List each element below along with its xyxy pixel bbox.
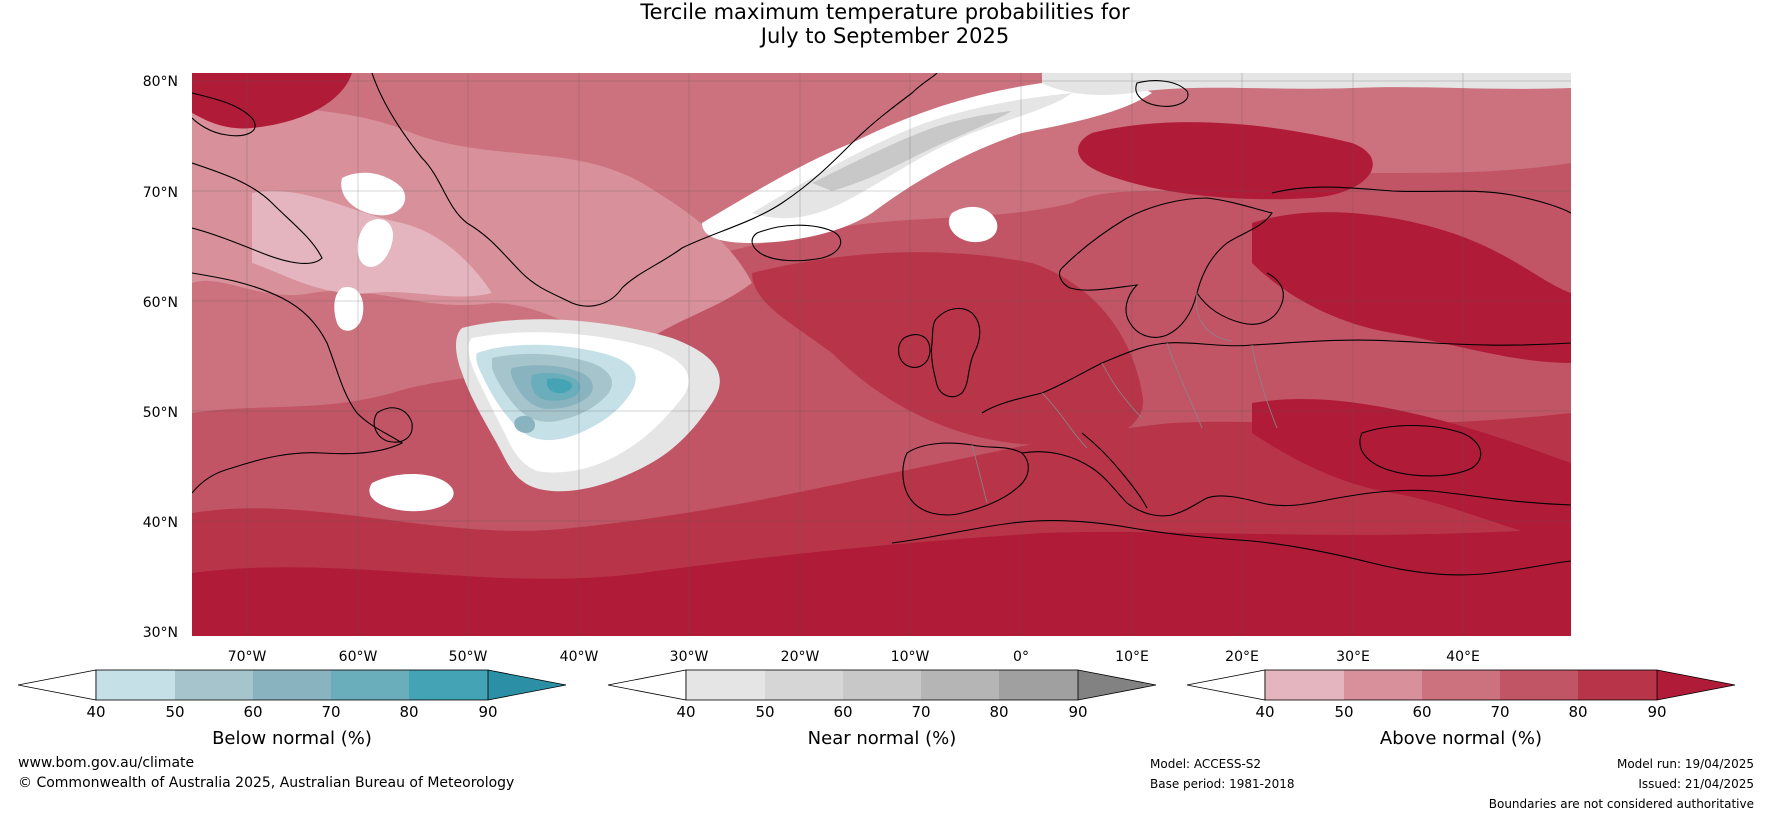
legend-above-colorbar: [1186, 669, 1736, 701]
legend-above-normal: [1186, 668, 1737, 702]
legend-above-swatch-60: [1422, 670, 1500, 700]
legend-below-swatch-60: [253, 670, 331, 700]
legend-below-normal: [17, 668, 568, 702]
model-text: Model: ACCESS-S2: [1150, 757, 1262, 771]
legend-near-swatch-60: [843, 670, 921, 700]
legend-near-swatch-50: [765, 670, 843, 700]
lon-label-10w: 10°W: [890, 649, 930, 665]
region-above-80-atlantic: [752, 252, 1144, 446]
lon-label-50w: 50°W: [448, 649, 488, 665]
lon-label-30w: 30°W: [669, 649, 709, 665]
legend-near-tick-90: 90: [1068, 703, 1088, 721]
legend-above-tick-40: 40: [1255, 703, 1275, 721]
model-run-text: Model run: 19/04/2025: [1616, 757, 1754, 771]
lon-label-70w: 70°W: [227, 649, 267, 665]
legend-above-swatch-gt90: [1657, 670, 1735, 700]
legend-near-swatch-40: [686, 670, 765, 700]
lon-label-30e: 30°E: [1336, 649, 1370, 665]
legend-near-tick-50: 50: [755, 703, 775, 721]
legend-above-swatch-50: [1344, 670, 1422, 700]
legend-above-title: Above normal (%): [1379, 728, 1543, 749]
legend-below-tick-80: 80: [399, 703, 419, 721]
base-period-text: Base period: 1981-2018: [1150, 777, 1295, 791]
legend-near-swatch-lt40: [607, 669, 687, 701]
lon-label-10e: 10°E: [1115, 649, 1149, 665]
map-title: Tercile maximum temperature probabilitie…: [0, 0, 1770, 48]
probability-map[interactable]: [192, 73, 1571, 636]
legend-below-swatch-50: [175, 670, 253, 700]
lat-label-30: 30°N: [142, 625, 178, 641]
title-line-1: Tercile maximum temperature probabilitie…: [640, 0, 1130, 24]
region-above-90-arctic: [192, 73, 352, 129]
legend-below-swatch-70: [331, 670, 409, 700]
legend-near-tick-70: 70: [911, 703, 931, 721]
legend-below-swatch-80: [409, 670, 488, 700]
legend-below-swatch-gt90: [488, 670, 566, 700]
legend-above-swatch-70: [1500, 670, 1578, 700]
graticule: [192, 73, 1571, 636]
lon-label-0: 0°: [1013, 649, 1029, 665]
legend-near-swatch-gt90: [1078, 670, 1156, 700]
lon-label-20e: 20°E: [1225, 649, 1259, 665]
legend-below-swatch-40: [96, 670, 175, 700]
region-above-90-barents: [1078, 122, 1373, 200]
legend-below-tick-40: 40: [86, 703, 106, 721]
legend-below-title: Below normal (%): [212, 728, 372, 749]
lon-label-60w: 60°W: [338, 649, 378, 665]
lat-label-70: 70°N: [142, 185, 178, 201]
legend-below-swatch-lt40: [17, 669, 97, 701]
region-near-labrador-2: [357, 219, 393, 267]
legend-below-tick-60: 60: [243, 703, 263, 721]
region-above-90-europe: [1252, 398, 1571, 543]
region-near-60-corridor: [812, 111, 1012, 191]
region-near-labrador-1: [341, 172, 406, 216]
country-borders: [971, 292, 1278, 504]
title-line-2: July to September 2025: [760, 24, 1010, 48]
legend-above-tick-60: 60: [1412, 703, 1432, 721]
legend-above-tick-90: 90: [1647, 703, 1667, 721]
legend-near-title: Near normal (%): [807, 728, 957, 749]
legend-below-tick-90: 90: [478, 703, 498, 721]
legend-near-colorbar: [607, 669, 1157, 701]
legend-near-tick-40: 40: [676, 703, 696, 721]
region-near-north-strip: [1042, 73, 1571, 95]
legend-above-tick-50: 50: [1334, 703, 1354, 721]
legend-near-tick-60: 60: [833, 703, 853, 721]
region-above-90-scandinavia: [1252, 212, 1571, 363]
lon-label-40w: 40°W: [559, 649, 599, 665]
region-near-iceland-blob: [948, 206, 998, 243]
disclaimer-text: Boundaries are not considered authoritat…: [1488, 797, 1754, 811]
region-above-90-south: [192, 528, 1571, 636]
region-below-80: [547, 378, 573, 394]
legend-above-swatch-lt40: [1186, 669, 1266, 701]
issued-text: Issued: 21/04/2025: [1638, 777, 1754, 791]
legend-above-swatch-80: [1578, 670, 1657, 700]
legend-above-tick-70: 70: [1490, 703, 1510, 721]
region-below-blob-south: [514, 415, 535, 433]
lon-label-40e: 40°E: [1446, 649, 1480, 665]
copyright-text: © Commonwealth of Australia 2025, Austra…: [18, 775, 515, 791]
legend-near-tick-80: 80: [989, 703, 1009, 721]
legend-near-swatch-80: [999, 670, 1078, 700]
legend-below-colorbar: [17, 669, 567, 701]
lon-label-20w: 20°W: [780, 649, 820, 665]
legend-below-tick-70: 70: [321, 703, 341, 721]
legend-near-normal: [607, 668, 1158, 702]
coastlines: [192, 73, 1571, 576]
lat-label-40: 40°N: [142, 515, 178, 531]
website-link[interactable]: www.bom.gov.au/climate: [18, 755, 195, 771]
map-canvas: [192, 73, 1571, 636]
lat-label-60: 60°N: [142, 295, 178, 311]
lat-label-80: 80°N: [142, 74, 178, 90]
legend-below-tick-50: 50: [165, 703, 185, 721]
region-near-newfoundland: [369, 473, 454, 512]
lat-label-50: 50°N: [142, 405, 178, 421]
legend-above-swatch-40: [1265, 670, 1344, 700]
legend-near-swatch-70: [921, 670, 999, 700]
region-near-labrador-3: [334, 287, 364, 331]
legend-above-tick-80: 80: [1568, 703, 1588, 721]
